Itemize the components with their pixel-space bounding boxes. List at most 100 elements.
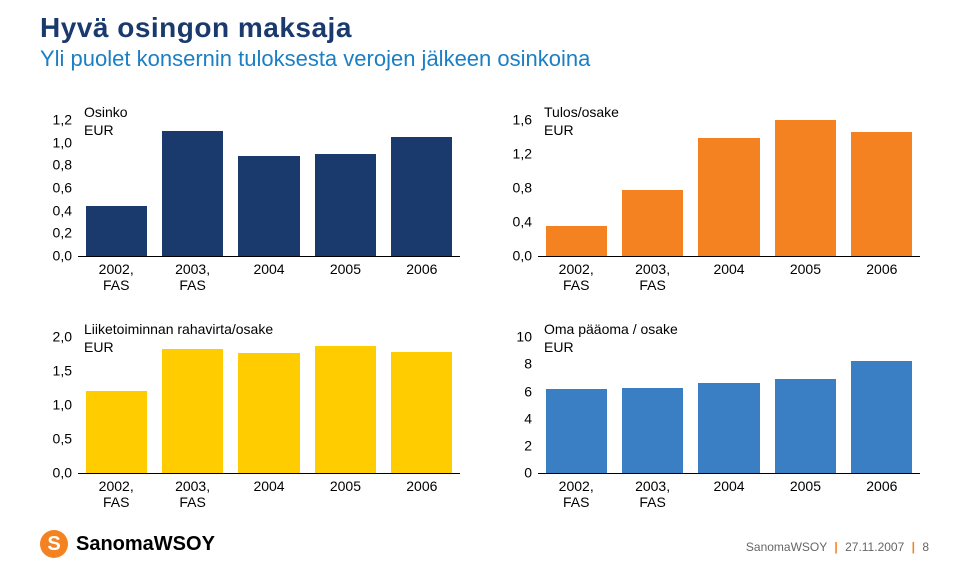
x-axis: 2002,FAS2003,FAS200420052006 — [538, 261, 920, 293]
x-axis-line — [78, 473, 460, 474]
bar-slot — [767, 106, 843, 256]
bar-slot — [307, 323, 383, 473]
x-label-line: 2004 — [691, 478, 767, 494]
chart-body: 1,61,20,80,40,0Tulos/osakeEUR — [500, 106, 920, 256]
y-tick: 0,2 — [53, 226, 72, 240]
plot-area: Oma pääoma / osakeEUR — [538, 323, 920, 473]
legend-title: Oma pääoma / osake — [544, 321, 678, 339]
plot-area: Tulos/osakeEUR — [538, 106, 920, 256]
y-axis: 1086420 — [500, 323, 538, 473]
x-label-line: FAS — [78, 494, 154, 510]
x-label-line: FAS — [154, 277, 230, 293]
x-label-line: FAS — [538, 277, 614, 293]
y-tick: 0,0 — [513, 248, 532, 262]
y-tick: 0,4 — [53, 203, 72, 217]
x-label-line: 2006 — [844, 261, 920, 277]
x-label-line: 2002, — [538, 261, 614, 277]
chart-body: 1086420Oma pääoma / osakeEUR — [500, 323, 920, 473]
y-tick: 0,8 — [513, 180, 532, 194]
x-label: 2005 — [767, 261, 843, 293]
legend-title: Liiketoiminnan rahavirta/osake — [84, 321, 273, 339]
chart-body: 2,01,51,00,50,0Liiketoiminnan rahavirta/… — [40, 323, 460, 473]
x-axis: 2002,FAS2003,FAS 200420052006 — [538, 478, 920, 510]
x-axis-line — [538, 473, 920, 474]
x-label: 2002,FAS — [78, 261, 154, 293]
x-label-line: 2003, — [154, 478, 230, 494]
x-axis: 2002,FAS2003,FAS200420052006 — [78, 261, 460, 293]
y-tick: 0,0 — [53, 248, 72, 262]
chart-tulos: 1,61,20,80,40,0Tulos/osakeEUR2002,FAS200… — [500, 106, 920, 293]
x-label: 2002,FAS — [538, 478, 614, 510]
bar — [775, 379, 836, 474]
bar — [622, 388, 683, 474]
chart-omapaaoma: 1086420Oma pääoma / osakeEUR2002,FAS2003… — [500, 323, 920, 510]
chart-body: 1,21,00,80,60,40,20,0OsinkoEUR — [40, 106, 460, 256]
x-label: 2004 — [231, 478, 307, 510]
legend-unit: EUR — [84, 339, 273, 357]
legend-title: Osinko — [84, 104, 128, 122]
bar — [315, 154, 376, 257]
plot-area: Liiketoiminnan rahavirta/osakeEUR — [78, 323, 460, 473]
bar — [698, 138, 759, 256]
bar — [162, 349, 223, 473]
bar — [851, 361, 912, 474]
y-tick: 1,0 — [53, 397, 72, 411]
chart-legend: Tulos/osakeEUR — [544, 104, 619, 139]
meta-date: 27.11.2007 — [845, 540, 904, 554]
bar — [622, 190, 683, 256]
x-label-line: 2003, — [154, 261, 230, 277]
plot-area: OsinkoEUR — [78, 106, 460, 256]
bar-slot — [384, 106, 460, 256]
x-label-line: 2005 — [767, 261, 843, 277]
x-label-line: FAS — [538, 494, 614, 510]
x-label-line: 2005 — [307, 478, 383, 494]
y-tick: 1,6 — [513, 112, 532, 126]
x-label: 2003,FAS — [154, 478, 230, 510]
x-label-line: 2004 — [231, 261, 307, 277]
x-label-line: 2002, — [78, 261, 154, 277]
chart-legend: OsinkoEUR — [84, 104, 128, 139]
bar-slot — [767, 323, 843, 473]
legend-unit: EUR — [84, 122, 128, 140]
meta-separator-icon: | — [912, 540, 915, 554]
x-label-line: 2006 — [844, 478, 920, 494]
bar — [698, 383, 759, 473]
bar-slot — [307, 106, 383, 256]
x-label-line: FAS — [78, 277, 154, 293]
x-label: 2006 — [844, 261, 920, 293]
y-tick: 1,5 — [53, 363, 72, 377]
bar — [391, 137, 452, 256]
bar-slot — [691, 323, 767, 473]
y-axis: 2,01,51,00,50,0 — [40, 323, 78, 473]
y-tick: 1,2 — [53, 112, 72, 126]
x-label-line: 2002, — [78, 478, 154, 494]
meta-separator-icon: | — [834, 540, 837, 554]
x-label: 2002,FAS — [538, 261, 614, 293]
charts-grid: 1,21,00,80,60,40,20,0OsinkoEUR2002,FAS20… — [40, 106, 920, 510]
bar — [775, 120, 836, 256]
bar-slot — [614, 106, 690, 256]
chart-legend: Oma pääoma / osakeEUR — [544, 321, 678, 356]
x-label: 2003,FAS — [154, 261, 230, 293]
logo-icon: S — [40, 530, 68, 558]
y-tick: 4 — [524, 411, 532, 425]
bar-slot — [384, 323, 460, 473]
y-tick: 2 — [524, 438, 532, 452]
y-tick: 0,4 — [513, 214, 532, 228]
bar — [546, 226, 607, 256]
y-tick: 0,5 — [53, 431, 72, 445]
meta-page: 8 — [922, 540, 929, 554]
x-label-line: 2005 — [767, 478, 843, 494]
bar — [162, 131, 223, 256]
y-tick: 0,6 — [53, 180, 72, 194]
x-label-line: 2003, — [614, 478, 690, 494]
x-label-line: 2003, — [614, 261, 690, 277]
bar — [238, 353, 299, 473]
bar — [546, 389, 607, 473]
x-label: 2004 — [231, 261, 307, 293]
bar — [851, 132, 912, 256]
y-tick: 10 — [516, 329, 532, 343]
x-axis-line — [538, 256, 920, 257]
chart-rahavirta: 2,01,51,00,50,0Liiketoiminnan rahavirta/… — [40, 323, 460, 510]
y-tick: 8 — [524, 357, 532, 371]
